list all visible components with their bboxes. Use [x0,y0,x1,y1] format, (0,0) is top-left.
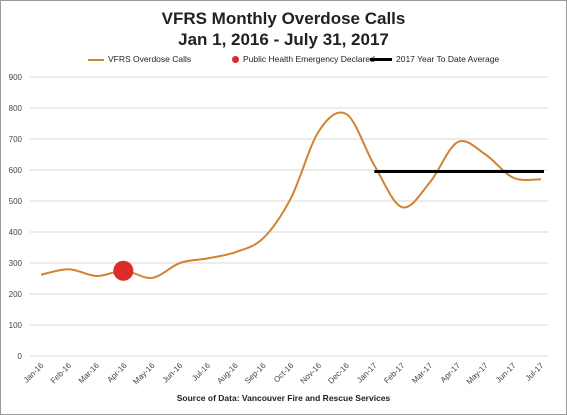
legend-entry-overdose-calls: VFRS Overdose Calls [88,54,191,64]
y-tick-label-400: 400 [9,228,23,237]
y-tick-label-100: 100 [9,321,23,330]
x-tick-label-Oct-16: Oct-16 [272,361,296,385]
x-tick-label-May-16: May-16 [131,361,157,387]
x-tick-label-Jul-17: Jul-17 [524,361,546,383]
x-tick-label-Mar-16: Mar-16 [77,361,102,386]
y-tick-label-200: 200 [9,290,23,299]
legend-label-emergency: Public Health Emergency Declared [243,54,375,64]
y-tick-label-900: 900 [9,73,23,82]
legend-entry-emergency: Public Health Emergency Declared [232,54,375,64]
x-tick-label-Apr-17: Apr-17 [439,361,463,385]
legend-swatch-emergency [232,56,239,64]
x-tick-label-May-17: May-17 [465,361,491,387]
x-tick-label-Feb-17: Feb-17 [382,361,407,386]
x-tick-label-Feb-16: Feb-16 [49,361,74,386]
x-tick-label-Jul-16: Jul-16 [190,361,212,383]
chart-subtitle: Jan 1, 2016 - July 31, 2017 [178,30,389,49]
legend-swatch-overdose-calls [88,58,104,61]
series-line-overdose-calls [40,111,542,279]
y-tick-label-700: 700 [9,135,23,144]
x-tick-label-Apr-16: Apr-16 [105,361,129,385]
x-tick-label-Aug-16: Aug-16 [215,361,240,386]
marker-public-health-emergency [113,260,134,281]
chart-source: Source of Data: Vancouver Fire and Rescu… [176,393,391,403]
y-tick-label-0: 0 [18,352,23,361]
legend-swatch-ytd-average [370,58,392,62]
x-tick-label-Mar-17: Mar-17 [410,361,435,386]
x-tick-label-Nov-16: Nov-16 [299,361,324,386]
x-tick-label-Sep-16: Sep-16 [243,361,268,386]
y-tick-label-500: 500 [9,197,23,206]
chart-title: VFRS Monthly Overdose Calls [161,9,406,28]
x-tick-label-Jan-16: Jan-16 [22,361,46,385]
legend-entry-ytd-average: 2017 Year To Date Average [370,54,499,64]
x-tick-label-Jun-17: Jun-17 [494,361,518,385]
chart-legend: VFRS Overdose Calls Public Health Emerge… [0,52,567,68]
y-tick-label-300: 300 [9,259,23,268]
legend-label-overdose-calls: VFRS Overdose Calls [108,54,192,64]
x-tick-label-Jun-16: Jun-16 [161,361,185,385]
legend-label-ytd-average: 2017 Year To Date Average [396,54,500,64]
y-tick-label-600: 600 [9,166,23,175]
x-tick-label-Jan-17: Jan-17 [355,361,379,385]
y-tick-label-800: 800 [9,104,23,113]
x-tick-label-Dec-16: Dec-16 [326,361,351,386]
